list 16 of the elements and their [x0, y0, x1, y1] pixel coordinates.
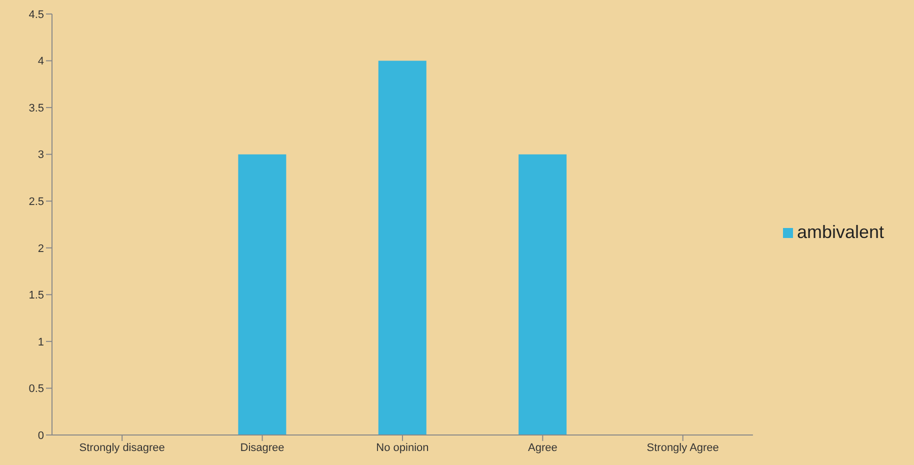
x-tick-label: Strongly disagree	[79, 442, 165, 454]
y-tick-label: 2	[38, 242, 44, 255]
y-tick-label: 1.5	[28, 290, 44, 302]
legend-label: ambivalent	[796, 222, 884, 242]
y-tick-label: 3.5	[28, 102, 44, 114]
y-tick-label: 1	[38, 336, 44, 348]
y-tick-label: 3	[38, 149, 44, 162]
x-tick-label: Strongly Agree	[646, 442, 719, 454]
y-tick-label: 2.5	[28, 196, 44, 208]
x-tick-label: Disagree	[240, 442, 284, 454]
y-tick-label: 4	[38, 56, 44, 68]
x-tick-label: Agree	[528, 442, 558, 454]
y-tick-label: 0.5	[28, 383, 44, 396]
y-tick-label: 4.5	[28, 8, 44, 21]
y-tick-label: 0	[38, 430, 44, 442]
x-tick-label: No opinion	[376, 442, 429, 454]
